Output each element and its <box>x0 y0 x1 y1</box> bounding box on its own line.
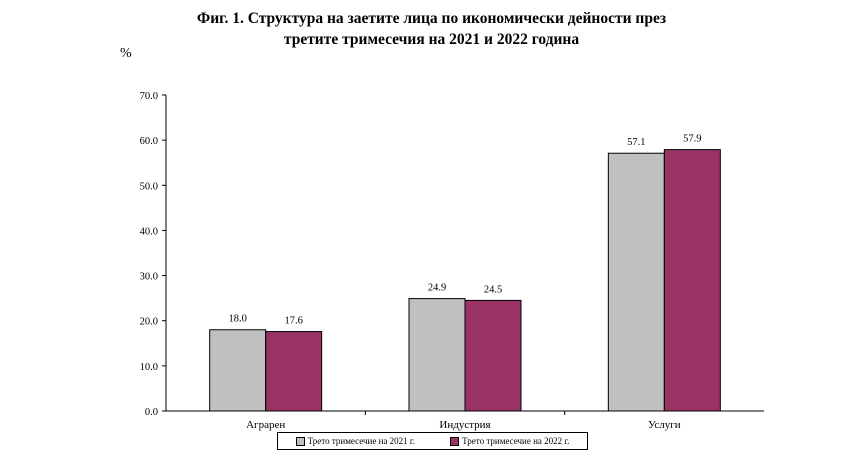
chart-title-line-1: Фиг. 1. Структура на заетите лица по ико… <box>196 10 667 27</box>
data-label-2021-1: 24.9 <box>428 283 446 294</box>
data-label-2022-0: 17.6 <box>284 316 302 327</box>
bar-2022-0 <box>265 331 323 412</box>
chart-title-line-2: третите тримесечия на 2021 и 2022 година <box>283 31 580 48</box>
legend-swatch-2022 <box>450 436 460 446</box>
y-tick-label-2: 20.0 <box>140 317 158 328</box>
bar-2021-2 <box>607 152 665 412</box>
y-tick-label-7: 70.0 <box>140 91 158 102</box>
legend-item-2022: Трето тримесечие на 2022 г. <box>450 436 569 446</box>
x-tick-label-0: Аграрен <box>246 419 285 431</box>
y-tick-label-5: 50.0 <box>140 181 158 192</box>
y-tick-label-0: 0.0 <box>145 407 158 418</box>
y-tick-label-3: 30.0 <box>140 272 158 283</box>
legend-item-2021: Трето тримесечие на 2021 г. <box>295 436 415 446</box>
legend: Трето тримесечие на 2021 г. Трето тримес… <box>277 432 588 450</box>
data-label-2021-0: 18.0 <box>228 314 246 325</box>
bar-2021-1 <box>408 298 466 412</box>
bar-2022-1 <box>464 299 522 412</box>
y-tick-label-4: 40.0 <box>140 226 158 237</box>
y-axis-unit-label: % <box>120 46 132 61</box>
y-tick-label-1: 10.0 <box>140 362 158 373</box>
x-tick-label-1: Индустрия <box>439 419 490 431</box>
legend-swatch-2021 <box>295 436 305 446</box>
x-tick-label-2: Услуги <box>648 419 681 431</box>
bar-2021-0 <box>209 329 267 412</box>
legend-label-2021: Трето тримесечие на 2021 г. <box>307 436 415 446</box>
bar-2022-2 <box>663 149 721 412</box>
y-tick-label-6: 60.0 <box>140 136 158 147</box>
data-label-2022-1: 24.5 <box>484 284 502 295</box>
data-label-2021-2: 57.1 <box>627 137 645 148</box>
legend-label-2022: Трето тримесечие на 2022 г. <box>462 436 570 446</box>
data-label-2022-2: 57.9 <box>683 134 701 145</box>
chart-title: Фиг. 1. Структура на заетите лица по ико… <box>0 8 863 50</box>
